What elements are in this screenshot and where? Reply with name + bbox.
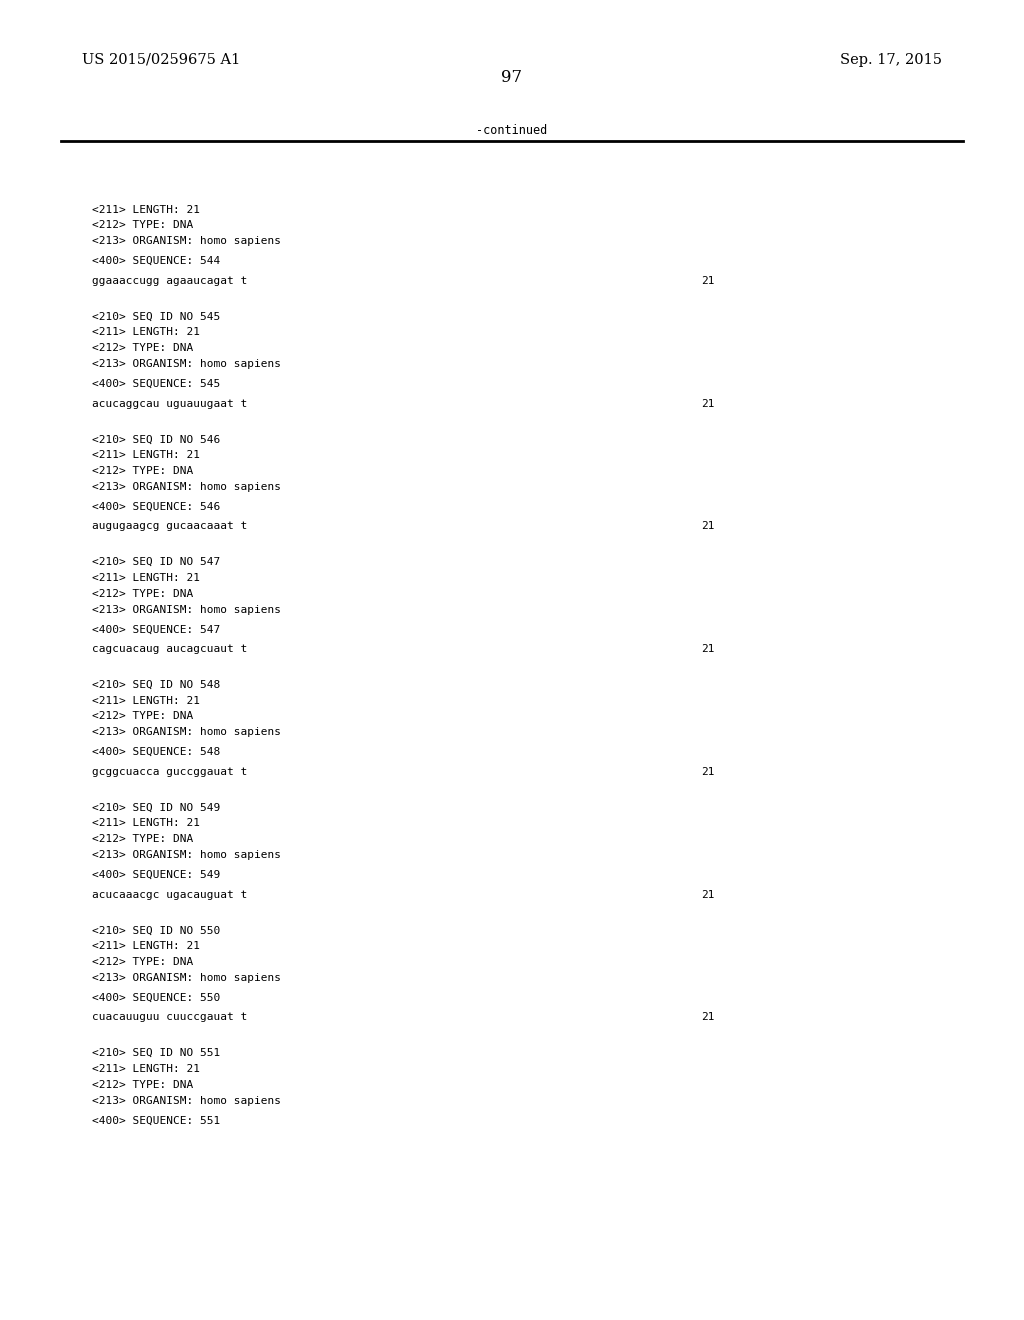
Text: cuacauuguu cuuccgauat t: cuacauuguu cuuccgauat t bbox=[92, 1012, 248, 1023]
Text: <211> LENGTH: 21: <211> LENGTH: 21 bbox=[92, 327, 200, 338]
Text: gcggcuacca guccggauat t: gcggcuacca guccggauat t bbox=[92, 767, 248, 777]
Text: acucaggcau uguauugaat t: acucaggcau uguauugaat t bbox=[92, 399, 248, 409]
Text: 21: 21 bbox=[701, 644, 715, 655]
Text: <211> LENGTH: 21: <211> LENGTH: 21 bbox=[92, 573, 200, 583]
Text: <210> SEQ ID NO 548: <210> SEQ ID NO 548 bbox=[92, 680, 220, 690]
Text: -continued: -continued bbox=[476, 124, 548, 137]
Text: <213> ORGANISM: homo sapiens: <213> ORGANISM: homo sapiens bbox=[92, 359, 282, 370]
Text: <400> SEQUENCE: 547: <400> SEQUENCE: 547 bbox=[92, 624, 220, 635]
Text: <210> SEQ ID NO 546: <210> SEQ ID NO 546 bbox=[92, 434, 220, 445]
Text: 21: 21 bbox=[701, 276, 715, 286]
Text: <213> ORGANISM: homo sapiens: <213> ORGANISM: homo sapiens bbox=[92, 236, 282, 247]
Text: <211> LENGTH: 21: <211> LENGTH: 21 bbox=[92, 1064, 200, 1074]
Text: Sep. 17, 2015: Sep. 17, 2015 bbox=[840, 53, 942, 67]
Text: <210> SEQ ID NO 549: <210> SEQ ID NO 549 bbox=[92, 803, 220, 813]
Text: <400> SEQUENCE: 550: <400> SEQUENCE: 550 bbox=[92, 993, 220, 1003]
Text: <210> SEQ ID NO 551: <210> SEQ ID NO 551 bbox=[92, 1048, 220, 1059]
Text: <212> TYPE: DNA: <212> TYPE: DNA bbox=[92, 220, 194, 231]
Text: <213> ORGANISM: homo sapiens: <213> ORGANISM: homo sapiens bbox=[92, 727, 282, 738]
Text: 21: 21 bbox=[701, 399, 715, 409]
Text: <212> TYPE: DNA: <212> TYPE: DNA bbox=[92, 1080, 194, 1090]
Text: <212> TYPE: DNA: <212> TYPE: DNA bbox=[92, 343, 194, 354]
Text: <213> ORGANISM: homo sapiens: <213> ORGANISM: homo sapiens bbox=[92, 605, 282, 615]
Text: <400> SEQUENCE: 548: <400> SEQUENCE: 548 bbox=[92, 747, 220, 758]
Text: <212> TYPE: DNA: <212> TYPE: DNA bbox=[92, 834, 194, 845]
Text: <212> TYPE: DNA: <212> TYPE: DNA bbox=[92, 466, 194, 477]
Text: <213> ORGANISM: homo sapiens: <213> ORGANISM: homo sapiens bbox=[92, 482, 282, 492]
Text: <400> SEQUENCE: 551: <400> SEQUENCE: 551 bbox=[92, 1115, 220, 1126]
Text: 21: 21 bbox=[701, 1012, 715, 1023]
Text: <213> ORGANISM: homo sapiens: <213> ORGANISM: homo sapiens bbox=[92, 850, 282, 861]
Text: <400> SEQUENCE: 544: <400> SEQUENCE: 544 bbox=[92, 256, 220, 267]
Text: <213> ORGANISM: homo sapiens: <213> ORGANISM: homo sapiens bbox=[92, 973, 282, 983]
Text: cagcuacaug aucagcuaut t: cagcuacaug aucagcuaut t bbox=[92, 644, 248, 655]
Text: <212> TYPE: DNA: <212> TYPE: DNA bbox=[92, 711, 194, 722]
Text: ggaaaccugg agaaucagat t: ggaaaccugg agaaucagat t bbox=[92, 276, 248, 286]
Text: <211> LENGTH: 21: <211> LENGTH: 21 bbox=[92, 450, 200, 461]
Text: <211> LENGTH: 21: <211> LENGTH: 21 bbox=[92, 205, 200, 215]
Text: <400> SEQUENCE: 546: <400> SEQUENCE: 546 bbox=[92, 502, 220, 512]
Text: 21: 21 bbox=[701, 890, 715, 900]
Text: <400> SEQUENCE: 549: <400> SEQUENCE: 549 bbox=[92, 870, 220, 880]
Text: <211> LENGTH: 21: <211> LENGTH: 21 bbox=[92, 696, 200, 706]
Text: augugaagcg gucaacaaat t: augugaagcg gucaacaaat t bbox=[92, 521, 248, 532]
Text: <400> SEQUENCE: 545: <400> SEQUENCE: 545 bbox=[92, 379, 220, 389]
Text: acucaaacgc ugacauguat t: acucaaacgc ugacauguat t bbox=[92, 890, 248, 900]
Text: 97: 97 bbox=[502, 69, 522, 86]
Text: <213> ORGANISM: homo sapiens: <213> ORGANISM: homo sapiens bbox=[92, 1096, 282, 1106]
Text: 21: 21 bbox=[701, 521, 715, 532]
Text: <210> SEQ ID NO 547: <210> SEQ ID NO 547 bbox=[92, 557, 220, 568]
Text: <212> TYPE: DNA: <212> TYPE: DNA bbox=[92, 957, 194, 968]
Text: <211> LENGTH: 21: <211> LENGTH: 21 bbox=[92, 818, 200, 829]
Text: 21: 21 bbox=[701, 767, 715, 777]
Text: <212> TYPE: DNA: <212> TYPE: DNA bbox=[92, 589, 194, 599]
Text: US 2015/0259675 A1: US 2015/0259675 A1 bbox=[82, 53, 241, 67]
Text: <210> SEQ ID NO 550: <210> SEQ ID NO 550 bbox=[92, 925, 220, 936]
Text: <210> SEQ ID NO 545: <210> SEQ ID NO 545 bbox=[92, 312, 220, 322]
Text: <211> LENGTH: 21: <211> LENGTH: 21 bbox=[92, 941, 200, 952]
